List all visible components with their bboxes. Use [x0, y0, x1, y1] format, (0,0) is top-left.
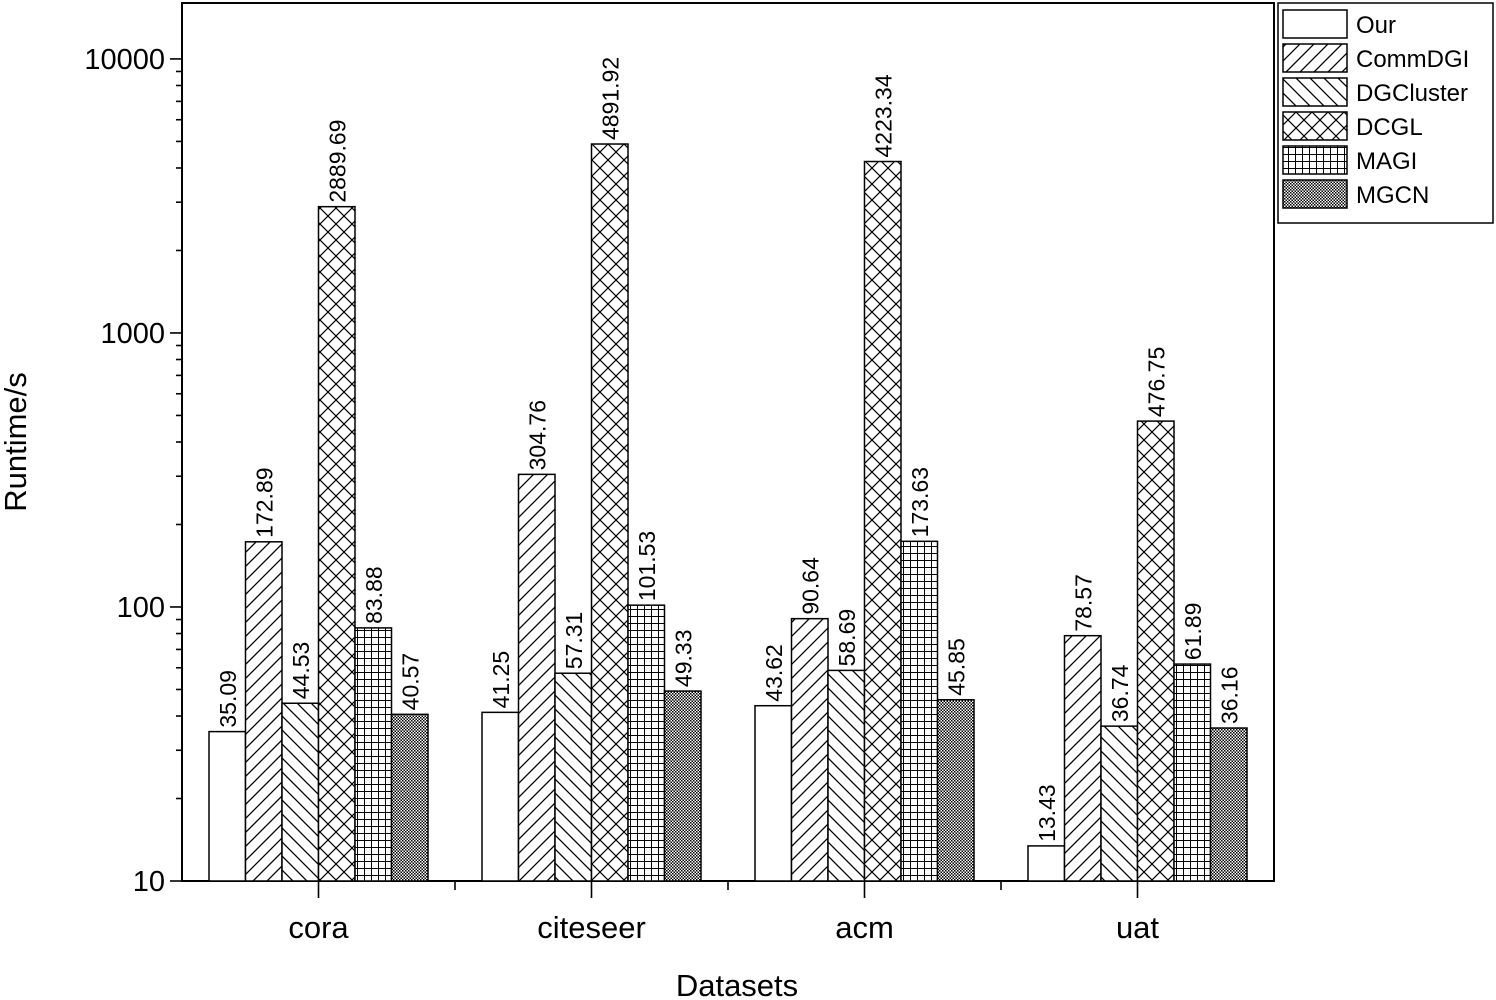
- bars-layer: [208, 143, 1248, 882]
- data-label-magi-citeseer: 101.53: [634, 531, 660, 601]
- data-label-magi-uat: 61.89: [1180, 603, 1206, 661]
- bar-dgcluster-citeseer: [554, 672, 593, 882]
- legend-label-dgcluster: DGCluster: [1356, 80, 1468, 107]
- data-label-mgcn-citeseer: 49.33: [671, 630, 697, 688]
- bar-mgcn-citeseer: [663, 690, 702, 882]
- legend-swatch-our: [1282, 9, 1348, 39]
- data-label-commdgi-uat: 78.57: [1071, 574, 1097, 632]
- legend-label-magi: MAGI: [1356, 148, 1417, 175]
- legend-swatch-mgcn: [1282, 179, 1348, 209]
- x-tick-label-citeseer: citeseer: [537, 910, 646, 945]
- data-label-commdgi-acm: 90.64: [798, 557, 824, 615]
- data-label-dgcluster-citeseer: 57.31: [561, 612, 587, 670]
- bar-mgcn-uat: [1209, 727, 1248, 882]
- bar-commdgi-acm: [790, 617, 829, 882]
- data-label-dcgl-acm: 4223.34: [871, 74, 897, 157]
- data-label-mgcn-acm: 45.85: [944, 638, 970, 696]
- data-label-dgcluster-cora: 44.53: [288, 642, 314, 700]
- bar-our-uat: [1027, 845, 1066, 882]
- legend-swatch-dgcluster: [1282, 77, 1348, 107]
- y-tick-label-1000: 1000: [100, 318, 165, 350]
- bar-dcgl-citeseer: [590, 143, 629, 882]
- bar-commdgi-citeseer: [517, 473, 556, 882]
- axes-layer: 10 100 1000 10000 cora citeseer acm uat: [84, 44, 1159, 945]
- bar-our-citeseer: [481, 711, 520, 882]
- y-tick-label-100: 100: [117, 592, 165, 624]
- bar-our-cora: [208, 730, 247, 882]
- bar-dgcluster-uat: [1100, 725, 1139, 882]
- bar-dgcluster-acm: [827, 669, 866, 882]
- legend: Our CommDGI DGCluster DCGL MAGI MGCN: [1277, 2, 1494, 224]
- bar-magi-citeseer: [627, 604, 666, 882]
- data-label-commdgi-cora: 172.89: [252, 467, 278, 537]
- bar-magi-cora: [354, 627, 393, 882]
- bar-mgcn-acm: [936, 699, 975, 882]
- y-axis-title: Runtime/s: [0, 372, 33, 512]
- data-label-magi-acm: 173.63: [907, 467, 933, 537]
- data-label-dgcluster-uat: 36.74: [1107, 664, 1133, 722]
- data-label-dcgl-citeseer: 4891.92: [598, 57, 624, 140]
- data-label-our-acm: 43.62: [761, 644, 787, 702]
- legend-label-dcgl: DCGL: [1356, 114, 1423, 141]
- bar-dcgl-uat: [1136, 420, 1175, 882]
- x-tick-label-uat: uat: [1116, 910, 1159, 945]
- data-label-magi-cora: 83.88: [361, 566, 387, 624]
- data-label-mgcn-cora: 40.57: [398, 653, 424, 711]
- legend-label-commdgi: CommDGI: [1356, 46, 1469, 73]
- bar-dcgl-acm: [863, 160, 902, 882]
- legend-swatch-magi: [1282, 145, 1348, 175]
- y-tick-label-10: 10: [133, 866, 165, 898]
- bar-commdgi-cora: [244, 541, 283, 882]
- bar-our-acm: [754, 704, 793, 882]
- y-tick-label-10000: 10000: [84, 44, 165, 76]
- x-tick-label-cora: cora: [288, 910, 349, 945]
- data-label-dgcluster-acm: 58.69: [834, 609, 860, 667]
- data-label-dcgl-cora: 2889.69: [325, 120, 351, 203]
- bar-dgcluster-cora: [281, 702, 320, 882]
- data-label-our-cora: 35.09: [215, 670, 241, 728]
- bar-dcgl-cora: [317, 205, 356, 882]
- data-label-commdgi-citeseer: 304.76: [525, 400, 551, 470]
- legend-label-mgcn: MGCN: [1356, 182, 1429, 209]
- x-tick-label-acm: acm: [835, 910, 894, 945]
- data-labels-layer: 35.09 172.89 44.53 2889.69 83.88 40.57 41.25 30…: [215, 57, 1243, 842]
- bar-mgcn-cora: [390, 713, 429, 882]
- data-label-dcgl-uat: 476.75: [1144, 347, 1170, 417]
- x-axis-title: Datasets: [676, 968, 798, 1000]
- bar-commdgi-uat: [1063, 634, 1102, 882]
- bar-magi-uat: [1173, 663, 1212, 882]
- data-label-our-citeseer: 41.25: [488, 651, 514, 709]
- legend-swatch-commdgi: [1282, 43, 1348, 73]
- legend-label-our: Our: [1356, 12, 1396, 39]
- data-label-mgcn-uat: 36.16: [1217, 666, 1243, 724]
- bar-magi-acm: [900, 540, 939, 882]
- legend-swatch-dcgl: [1282, 111, 1348, 141]
- data-label-our-uat: 13.43: [1034, 784, 1060, 842]
